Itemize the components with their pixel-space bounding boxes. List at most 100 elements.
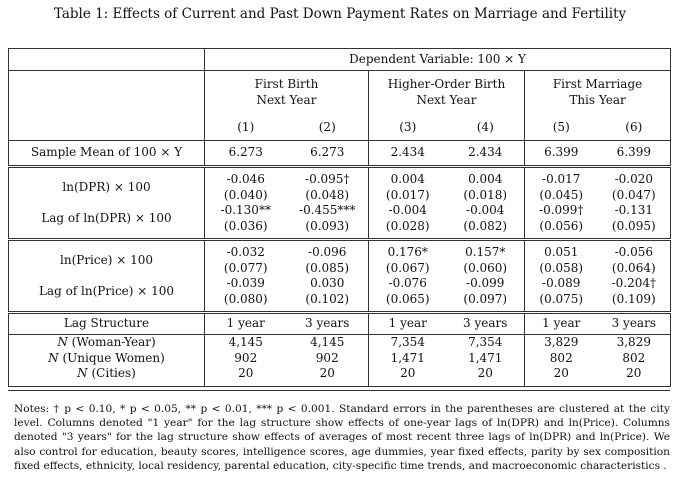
table-cell: -0.004	[368, 203, 447, 219]
table-cell: 802	[622, 350, 646, 365]
column-number: (2)	[318, 119, 336, 134]
row-label-n-woman-year: N (Woman-Year)	[8, 334, 205, 351]
table-row-lag-structure: Lag Structure 1 year 3 years 1 year 3 ye…	[8, 311, 671, 335]
column-number: (3)	[368, 114, 447, 141]
table-cell: -0.017	[524, 172, 598, 188]
table-row-price-se: (0.077) (0.085) (0.067) (0.060) (0.058) …	[9, 260, 671, 276]
table-cell: -0.020	[614, 172, 653, 186]
row-label-n-cities: N (Cities)	[77, 366, 136, 380]
group-header-line1: First Birth	[254, 77, 319, 92]
table-cell: 1 year	[524, 311, 598, 335]
dependent-variable-header: Dependent Variable: 100 × Y	[203, 48, 671, 71]
group-header-higher-order-birth: Higher-Order Birth Next Year	[368, 70, 525, 115]
table-row-n-woman-year: N (Woman-Year) 4,145 4,145 7,354 7,354 3…	[8, 334, 671, 351]
table-cell: 6.273	[286, 140, 369, 167]
table-cell: 20	[477, 366, 493, 380]
table-cell: 7,354	[446, 334, 525, 351]
table-cell: 6.399	[524, 140, 598, 167]
table-cell: 0.030	[310, 276, 345, 290]
table-cell: (0.028)	[368, 218, 447, 234]
group-header-first-marriage: First Marriage This Year	[523, 70, 671, 115]
table-row-dpr-se: (0.040) (0.048) (0.017) (0.018) (0.045) …	[9, 187, 671, 203]
table-row-sample-mean: Sample Mean of 100 × Y 6.273 6.273 2.434…	[8, 140, 671, 167]
table-cell: (0.018)	[463, 187, 508, 202]
table-cell: (0.085)	[305, 260, 350, 275]
stub-header-empty-2	[8, 70, 205, 115]
table-cell: (0.065)	[368, 291, 447, 307]
row-label-n-unique-women: N (Unique Women)	[48, 350, 165, 365]
table-cell: 3 years	[286, 311, 369, 335]
table-cell: 0.004	[368, 172, 447, 188]
table-cell: (0.045)	[524, 187, 598, 203]
results-table-container: Dependent Variable: 100 × Y First Birth …	[8, 48, 672, 387]
table-cell: 802	[524, 350, 598, 366]
table-cell: 20	[319, 366, 335, 380]
table-cell: -0.204†	[611, 276, 656, 290]
table-cell: (0.056)	[524, 218, 598, 234]
group-header-line1: First Marriage	[552, 77, 643, 92]
table-cell: 20	[204, 366, 287, 382]
table-cell: (0.093)	[305, 218, 350, 233]
table-cell: 3 years	[597, 311, 671, 335]
results-table: Dependent Variable: 100 × Y First Birth …	[8, 48, 672, 387]
column-number: (4)	[476, 119, 494, 134]
table-cell: -0.096	[308, 245, 347, 259]
table-cell: -0.039	[204, 276, 287, 292]
group-header-first-birth: First Birth Next Year	[204, 70, 369, 115]
table-cell: 1 year	[204, 311, 287, 335]
table-cell: (0.040)	[204, 187, 287, 203]
table-cell: 3 years	[446, 311, 525, 335]
table-cell: 20	[368, 366, 447, 382]
row-label-lag-structure: Lag Structure	[8, 311, 205, 335]
table-cell: 0.176*	[368, 245, 447, 261]
table-cell: 3,829	[597, 334, 671, 351]
table-cell: (0.048)	[305, 187, 350, 202]
row-label-dpr: ln(DPR) × 100	[62, 179, 151, 194]
table-caption: Table 1: Effects of Current and Past Dow…	[53, 6, 627, 22]
group-header-line2: Next Year	[256, 92, 317, 107]
table-cell: 20	[626, 366, 642, 380]
group-header-line1: Higher-Order Birth	[387, 77, 506, 92]
table-row-lag-price-coef: Lag of ln(Price) × 100 -0.039 0.030 -0.0…	[9, 276, 671, 298]
table-cell: 0.051	[524, 245, 598, 261]
table-notes: Notes: † p < 0.10, * p < 0.05, ** p < 0.…	[14, 403, 670, 472]
stub-header-empty	[9, 49, 205, 71]
column-number: (1)	[204, 114, 287, 141]
row-label-lag-price: Lag of ln(Price) × 100	[38, 283, 175, 298]
table-cell: 6.399	[597, 140, 671, 167]
row-label-lag-dpr: Lag of ln(DPR) × 100	[41, 210, 172, 225]
table-cell: -0.095†	[305, 172, 350, 186]
notes-divider	[8, 390, 670, 391]
table-cell: (0.036)	[204, 218, 287, 234]
table-cell: -0.099	[466, 276, 505, 290]
table-cell: (0.058)	[524, 260, 598, 276]
table-row-lag-dpr-se: (0.036) (0.093) (0.028) (0.082) (0.056) …	[9, 218, 671, 234]
table-cell: 902	[315, 350, 339, 365]
table-cell: 7,354	[368, 334, 447, 351]
table-cell: 1,471	[468, 350, 503, 365]
table-row-price-coef: ln(Price) × 100 -0.032 -0.096 0.176* 0.1…	[9, 245, 671, 267]
table-cell: -0.089	[524, 276, 598, 292]
table-row-lag-dpr-coef: Lag of ln(DPR) × 100 -0.130** -0.455*** …	[9, 203, 671, 225]
table-cell: (0.017)	[368, 187, 447, 203]
group-header-line2: This Year	[569, 92, 626, 107]
table-cell: -0.131	[614, 203, 653, 217]
table-cell: 4,145	[286, 334, 369, 351]
table-cell: 902	[204, 350, 287, 366]
table-row-n-unique-women: N (Unique Women) 902 902 1,471 1,471 802…	[9, 350, 671, 366]
table-cell: (0.067)	[368, 260, 447, 276]
table-cell: (0.082)	[463, 218, 508, 233]
table-cell: (0.077)	[204, 260, 287, 276]
table-cell: 3,829	[524, 334, 598, 351]
table-cell: -0.455***	[299, 203, 356, 217]
table-cell: (0.060)	[463, 260, 508, 275]
table-cell: 4,145	[204, 334, 287, 351]
group-header-line2: Next Year	[416, 92, 477, 107]
table-cell: 2.434	[368, 140, 447, 167]
row-label-price: ln(Price) × 100	[60, 252, 153, 267]
table-cell: (0.097)	[463, 291, 508, 306]
row-label-sample-mean: Sample Mean of 100 × Y	[8, 140, 205, 167]
table-row-n-cities: N (Cities) 20 20 20 20 20 20	[9, 366, 671, 382]
table-cell: (0.109)	[611, 291, 656, 306]
table-cell: -0.032	[204, 245, 287, 261]
